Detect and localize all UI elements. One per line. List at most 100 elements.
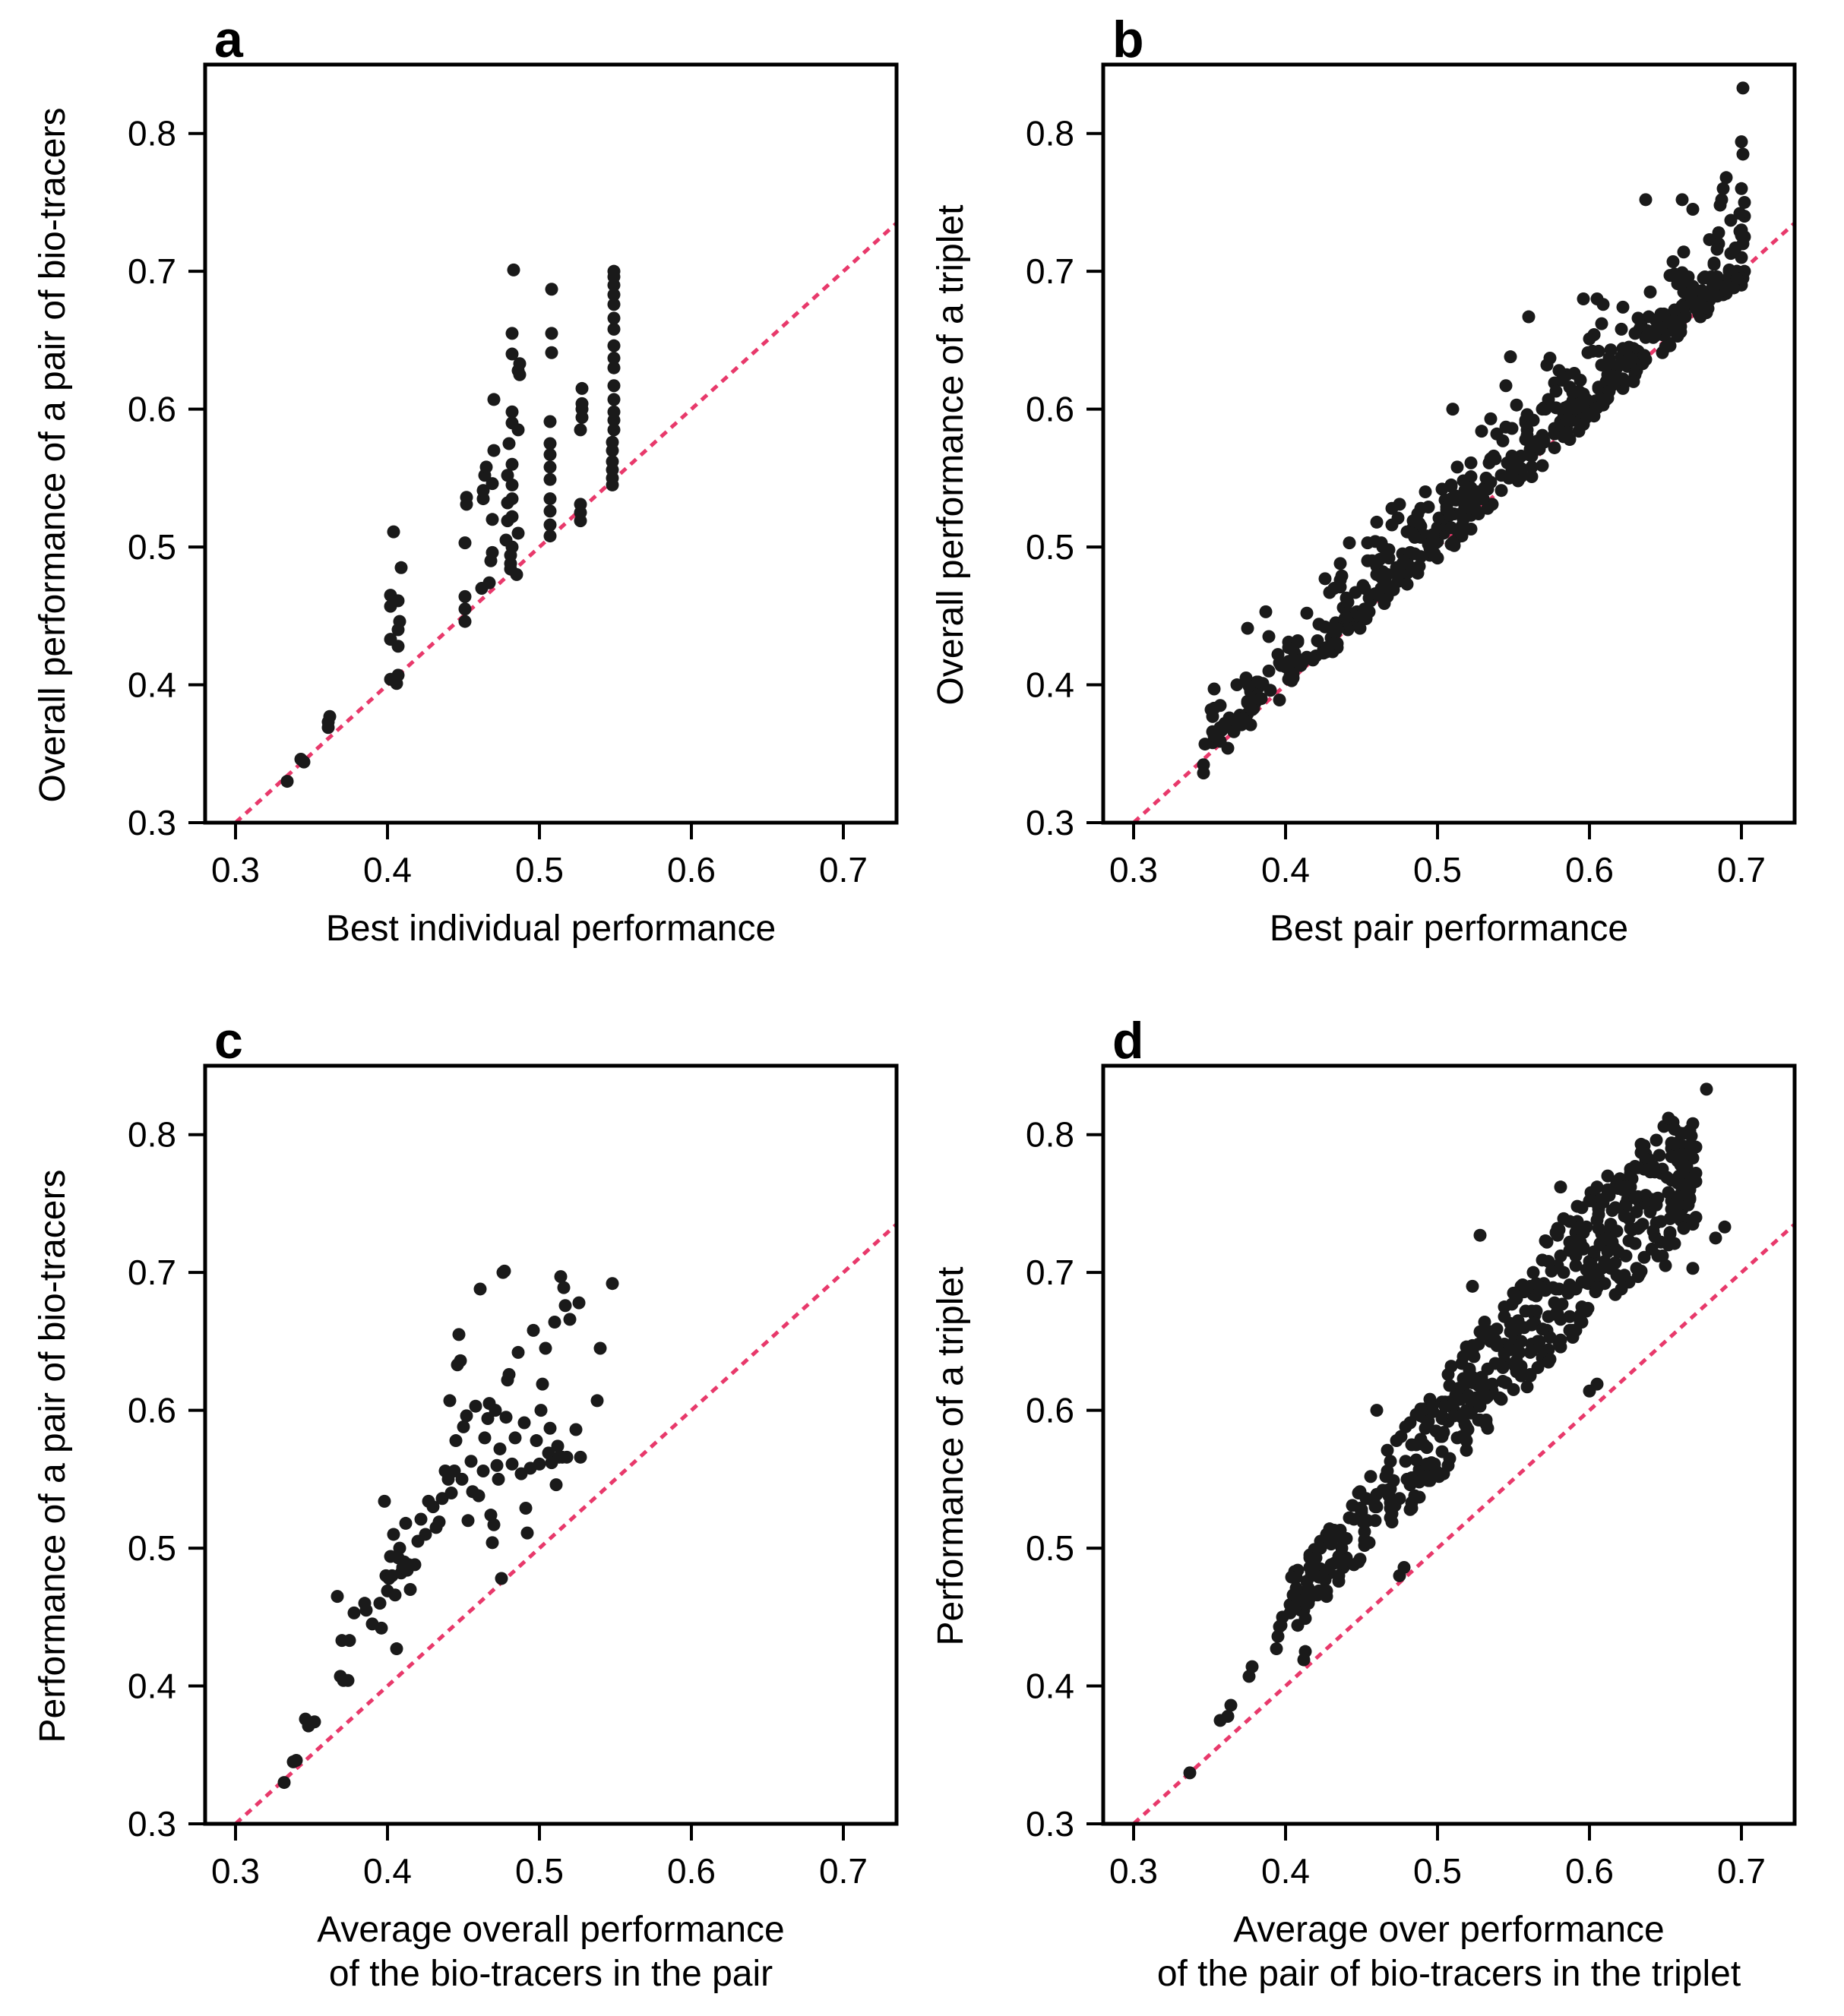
data-point xyxy=(1536,459,1549,472)
data-point xyxy=(1259,605,1273,618)
data-point xyxy=(1443,1452,1457,1465)
data-point xyxy=(1668,303,1681,317)
data-point xyxy=(1444,521,1458,535)
y-tick-label: 0.7 xyxy=(1026,251,1074,291)
data-point xyxy=(1505,449,1519,463)
data-point xyxy=(1707,258,1721,271)
data-point xyxy=(1715,193,1729,207)
data-point xyxy=(1475,425,1488,438)
data-point xyxy=(1469,503,1482,517)
data-point xyxy=(1335,569,1349,583)
data-point xyxy=(1601,1231,1615,1245)
plot-frame xyxy=(203,62,899,825)
data-point xyxy=(1361,1514,1374,1528)
data-point xyxy=(1675,1177,1689,1191)
data-point xyxy=(1422,500,1435,513)
data-point xyxy=(1411,567,1425,580)
x-tick-label: 0.4 xyxy=(1261,1851,1310,1891)
data-point xyxy=(478,1431,492,1445)
data-point xyxy=(505,405,519,419)
data-point xyxy=(1311,1588,1324,1602)
data-point xyxy=(1274,1619,1288,1632)
data-point xyxy=(1517,1321,1531,1335)
data-point xyxy=(1399,1455,1412,1468)
data-point xyxy=(606,1277,619,1291)
data-point xyxy=(492,1472,505,1486)
data-point xyxy=(1712,226,1725,239)
data-point xyxy=(1615,322,1628,336)
data-point xyxy=(1333,557,1347,570)
data-point xyxy=(545,346,558,359)
data-point xyxy=(472,1489,486,1503)
y-tick-label: 0.5 xyxy=(128,527,176,567)
data-point xyxy=(545,283,558,296)
data-point xyxy=(487,393,501,406)
data-point xyxy=(607,322,621,336)
data-point xyxy=(543,437,557,450)
data-point xyxy=(498,1264,511,1278)
data-point xyxy=(414,1512,428,1526)
data-point xyxy=(1264,684,1277,697)
data-point xyxy=(1406,514,1420,528)
data-point xyxy=(1510,398,1523,412)
data-point xyxy=(1476,1376,1490,1389)
data-point xyxy=(1554,1333,1567,1347)
data-point xyxy=(1271,648,1285,662)
data-point xyxy=(1361,536,1374,550)
data-point xyxy=(391,640,405,653)
y-tick-label: 0.8 xyxy=(128,1115,176,1155)
data-point xyxy=(543,415,557,428)
data-point xyxy=(505,457,519,471)
data-point xyxy=(1510,1292,1523,1306)
data-point xyxy=(1197,758,1210,772)
data-point xyxy=(1279,660,1292,674)
data-point xyxy=(1499,420,1513,434)
data-point xyxy=(1529,1304,1543,1318)
data-point xyxy=(1353,1501,1367,1515)
data-point xyxy=(1704,271,1718,285)
data-point xyxy=(1419,485,1432,499)
data-point xyxy=(1298,1645,1312,1658)
data-point xyxy=(1457,1350,1470,1363)
y-tick-label: 0.6 xyxy=(1026,390,1074,429)
data-point xyxy=(1435,482,1449,496)
data-point xyxy=(1666,254,1680,268)
data-point xyxy=(1343,536,1356,550)
data-point xyxy=(1273,694,1286,707)
data-point xyxy=(1504,1343,1517,1357)
data-point xyxy=(426,1500,440,1514)
data-point xyxy=(607,298,621,311)
data-point xyxy=(1616,300,1630,314)
data-point xyxy=(432,1515,446,1529)
data-point xyxy=(487,1518,501,1531)
data-point xyxy=(455,1472,469,1486)
data-point xyxy=(1546,1281,1560,1294)
data-point xyxy=(1653,1149,1666,1162)
data-point xyxy=(1370,567,1384,581)
data-point xyxy=(1529,1289,1543,1303)
data-point xyxy=(393,1541,406,1555)
data-point xyxy=(1719,284,1733,298)
data-point xyxy=(1557,430,1570,444)
data-point xyxy=(1735,182,1748,195)
data-point xyxy=(1577,292,1590,305)
data-point xyxy=(513,357,527,371)
data-point xyxy=(1700,1082,1713,1096)
data-point xyxy=(1577,1242,1590,1256)
data-point xyxy=(1536,1322,1549,1336)
data-point xyxy=(476,1464,490,1477)
data-point xyxy=(1384,1455,1397,1468)
data-point xyxy=(505,492,519,506)
data-point xyxy=(511,1345,525,1359)
data-point xyxy=(452,1328,466,1341)
x-tick-label: 0.5 xyxy=(515,850,564,890)
data-point xyxy=(387,525,400,539)
data-point xyxy=(1577,387,1590,401)
data-point xyxy=(551,1439,565,1453)
data-point xyxy=(1590,1281,1604,1294)
data-point xyxy=(1387,583,1400,596)
data-point xyxy=(1338,1553,1352,1567)
data-point xyxy=(1283,1606,1297,1619)
data-point xyxy=(1716,182,1730,195)
